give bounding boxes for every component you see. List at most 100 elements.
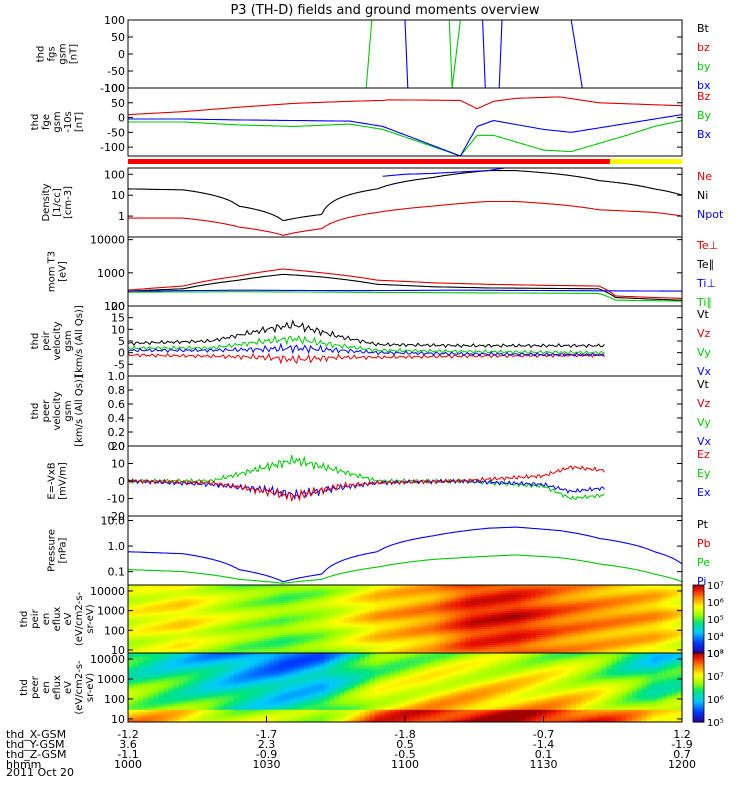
heatmap-cell (203, 693, 210, 697)
heatmap-cell (173, 667, 179, 670)
heatmap-cell (405, 645, 411, 648)
heatmap-cell (238, 647, 245, 650)
heatmap-cell (299, 629, 305, 632)
heatmap-cell (651, 591, 658, 594)
heatmap-cell (218, 587, 225, 590)
heatmap-cell (253, 671, 260, 674)
heatmap-cell (163, 649, 169, 652)
heatmap-cell (324, 639, 331, 642)
heatmap-cell (208, 699, 215, 703)
heatmap-cell (465, 607, 472, 610)
heatmap-cell (515, 649, 522, 652)
heatmap-cell (540, 633, 547, 636)
heatmap-cell (344, 651, 351, 653)
heatmap-cell (178, 649, 184, 652)
heatmap-cell (213, 627, 220, 630)
heatmap-cell (591, 625, 597, 628)
heatmap-cell (450, 641, 456, 644)
heatmap-cell (248, 607, 255, 610)
heatmap-cell (676, 639, 682, 642)
heatmap-cell (435, 651, 441, 653)
heatmap-cell (510, 589, 517, 592)
heatmap-cell (410, 589, 416, 592)
heatmap-cell (546, 593, 552, 596)
heatmap-cell (188, 591, 195, 594)
heatmap-cell (540, 585, 547, 588)
heatmap-cell (218, 623, 225, 626)
heatmap-cell (480, 607, 487, 610)
heatmap-cell (213, 593, 220, 596)
heatmap-cell (138, 623, 144, 626)
heatmap-cell (379, 589, 386, 592)
heatmap-cell (258, 641, 265, 644)
heatmap-cell (430, 609, 436, 612)
heatmap-cell (334, 635, 341, 638)
heatmap-cell (319, 625, 326, 628)
heatmap-cell (354, 651, 361, 653)
heatmap-cell (279, 609, 285, 612)
heatmap-cell (566, 617, 572, 620)
heatmap-cell (148, 655, 154, 658)
heatmap-cell (309, 591, 315, 594)
heatmap-cell (364, 609, 371, 612)
heatmap-cell (480, 639, 487, 642)
heatmap-cell (253, 697, 260, 701)
heatmap-cell (359, 623, 366, 626)
heatmap-cell (183, 711, 190, 715)
heatmap-cell (314, 605, 320, 608)
heatmap-cell (324, 599, 331, 602)
heatmap-cell (445, 585, 451, 588)
heatmap-cell (410, 621, 416, 624)
heatmap-cell (369, 625, 376, 628)
heatmap-cell (389, 627, 396, 630)
heatmap-cell (450, 607, 456, 610)
heatmap-cell (213, 687, 220, 691)
heatmap-cell (556, 597, 562, 600)
heatmap-cell (525, 593, 532, 596)
heatmap-cell (269, 629, 275, 632)
heatmap-cell (671, 629, 678, 632)
heatmap-cell (394, 591, 401, 594)
heatmap-cell (339, 635, 346, 638)
heatmap-cell (133, 591, 139, 594)
heatmap-cell (233, 695, 240, 699)
heatmap-cell (158, 605, 164, 608)
heatmap-cell (515, 633, 522, 636)
heatmap-cell (263, 641, 270, 644)
heatmap-cell (289, 619, 295, 622)
heatmap-cell (480, 599, 487, 602)
heatmap-cell (198, 685, 205, 689)
heatmap-cell (546, 607, 552, 610)
heatmap-cell (621, 641, 628, 644)
heatmap-cell (410, 643, 416, 646)
heatmap-cell (223, 641, 230, 644)
heatmap-cell (430, 605, 436, 608)
heatmap-cell (284, 623, 290, 626)
heatmap-cell (616, 589, 623, 592)
heatmap-cell (143, 709, 149, 713)
heatmap-cell (218, 639, 225, 642)
heatmap-cell (248, 719, 255, 722)
heatmap-cell (178, 715, 184, 719)
heatmap-cell (651, 601, 658, 604)
heatmap-cell (329, 609, 336, 612)
heatmap-cell (576, 631, 582, 634)
heatmap-cell (248, 639, 255, 642)
heatmap-cell (168, 697, 174, 701)
heatmap-cell (143, 681, 149, 685)
heatmap-cell (359, 651, 366, 653)
heatmap-cell (228, 593, 235, 596)
heatmap-cell (173, 671, 179, 674)
heatmap-cell (183, 671, 190, 674)
heatmap-cell (228, 719, 235, 722)
heatmap-cell (465, 623, 472, 626)
colorbar-cell (693, 651, 704, 654)
heatmap-cell (364, 595, 371, 598)
heatmap-cell (233, 679, 240, 683)
heatmap-cell (394, 647, 401, 650)
heatmap-cell (435, 637, 441, 640)
heatmap-cell (128, 595, 134, 598)
heatmap-cell (475, 645, 482, 648)
heatmap-cell (651, 609, 658, 612)
heatmap-cell (374, 637, 381, 640)
